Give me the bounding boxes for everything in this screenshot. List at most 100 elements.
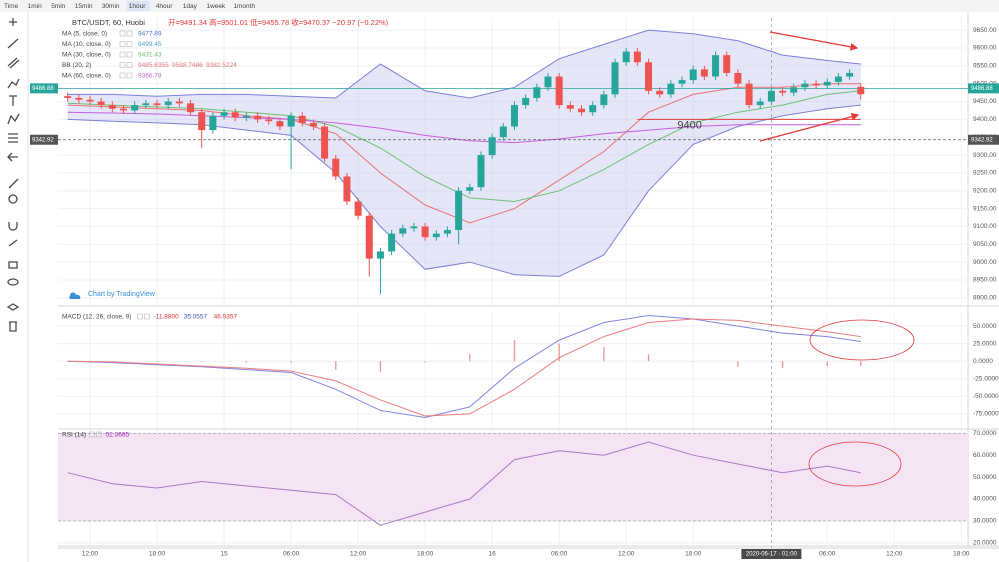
watermark-icon — [69, 292, 81, 299]
candle-body — [779, 90, 787, 93]
ruler-tool[interactable] — [8, 178, 19, 189]
price-label-box — [30, 83, 58, 94]
histogram-bar — [826, 361, 828, 367]
histogram-bar — [290, 361, 292, 363]
interval-button[interactable]: 1month — [233, 3, 255, 10]
price-label-box — [968, 134, 999, 145]
interval-button[interactable]: 15min — [75, 3, 93, 10]
legend-value: 9499.45 — [138, 41, 162, 48]
drawing-tools[interactable] — [6, 18, 20, 332]
candle-body — [131, 105, 139, 111]
pattern-tool[interactable] — [7, 113, 20, 125]
histogram-bar — [603, 347, 605, 362]
text-tool[interactable] — [9, 95, 17, 106]
legend-button — [119, 51, 126, 58]
chart-title: BTC/USDT, 60, Huobi — [72, 18, 145, 27]
legend-button — [119, 62, 126, 68]
candle-body — [700, 69, 708, 77]
candle-body — [510, 105, 518, 127]
candle-body — [656, 90, 664, 95]
stay-drawing-tool[interactable] — [8, 239, 18, 247]
candle-body — [365, 215, 373, 259]
candle-body — [254, 115, 262, 120]
interval-button[interactable]: 4hour — [156, 3, 173, 10]
crosshair-label-box — [741, 549, 802, 559]
candle-body — [678, 80, 686, 84]
candle-body — [388, 233, 396, 252]
trendline-tool[interactable] — [7, 38, 19, 49]
pitchfork-tool[interactable] — [7, 57, 20, 69]
y-tick-label: 50.0000 — [973, 323, 997, 330]
candle-body — [242, 115, 250, 118]
crosshair-tool[interactable] — [9, 18, 17, 26]
legend-button — [96, 431, 102, 438]
histogram-bar — [66, 361, 69, 362]
y-tick-label: 40.0000 — [973, 496, 997, 503]
lock-tool[interactable] — [8, 261, 18, 269]
candle-body — [477, 155, 485, 188]
candle-body — [421, 226, 429, 238]
interval-button[interactable]: 1week — [206, 3, 226, 10]
candle-body — [578, 108, 586, 113]
candle-body — [64, 96, 72, 98]
y-tick-label: 30.0000 — [973, 518, 997, 525]
candle-body — [321, 126, 329, 159]
fib-tool[interactable] — [8, 133, 18, 143]
interval-button[interactable]: 5min — [51, 3, 65, 10]
y-tick-label: 60.0000 — [973, 452, 997, 459]
brush-tool[interactable] — [7, 78, 20, 89]
interval-button[interactable]: 1min — [28, 3, 42, 10]
back-tool[interactable] — [7, 152, 18, 162]
candle-body — [745, 83, 753, 106]
x-tick-label: 16 — [489, 551, 497, 558]
y-tick-label: 9400.00 — [973, 116, 997, 123]
histogram-bar — [860, 361, 862, 367]
interval-button[interactable]: 1day — [183, 3, 198, 10]
magnet-tool[interactable] — [8, 222, 18, 231]
y-tick-label: 0.0000 — [973, 358, 993, 365]
ohlc-readout: 开=9491.34 高=9501.01 低=9455.78 收=9470.37 … — [168, 17, 389, 27]
candle-body — [142, 103, 150, 106]
y-tick-label: 50.0000 — [973, 474, 997, 481]
interval-button[interactable]: Time — [4, 3, 19, 10]
candle-body — [499, 126, 507, 138]
legend-value: 9366.78 — [138, 73, 162, 80]
candle-body — [120, 108, 128, 111]
x-tick-label: 06:00 — [283, 551, 300, 558]
candle-body — [834, 76, 842, 82]
bollinger-upper — [67, 29, 861, 99]
annotation-arrow — [769, 31, 859, 51]
histogram-bar — [558, 343, 560, 362]
legend-button — [119, 72, 126, 79]
candle-body — [723, 55, 731, 73]
interval-button[interactable]: 1hour — [129, 3, 146, 10]
candle-body — [410, 226, 418, 229]
price-label: 9342.92 — [971, 137, 993, 143]
histogram-bar — [156, 361, 158, 362]
candle-body — [667, 83, 675, 95]
trash-tool[interactable] — [9, 321, 17, 332]
interval-button[interactable]: 30min — [102, 3, 120, 10]
layers-tool[interactable] — [6, 303, 20, 311]
x-tick-label: 15 — [220, 551, 228, 558]
candle-body — [466, 187, 474, 191]
x-tick-label: 12:00 — [350, 551, 367, 558]
candle-body — [309, 122, 317, 127]
candle-body — [276, 121, 284, 127]
price-label: 9486.88 — [971, 86, 993, 92]
candle-body — [187, 103, 195, 113]
zoom-tool[interactable] — [8, 194, 18, 204]
x-tick-label: 12:00 — [618, 551, 635, 558]
candle-body — [287, 115, 295, 127]
candle-body — [633, 51, 641, 63]
legend-value: 9477.89 — [138, 31, 162, 38]
indicator-line — [67, 314, 861, 419]
visibility-tool[interactable] — [7, 278, 19, 286]
candle-body — [86, 99, 94, 102]
y-tick-label: -50.0000 — [973, 393, 999, 400]
legend-button — [126, 51, 133, 58]
candle-body — [198, 112, 206, 131]
y-tick-label: -25.0000 — [973, 376, 999, 383]
candle-body — [432, 233, 440, 238]
